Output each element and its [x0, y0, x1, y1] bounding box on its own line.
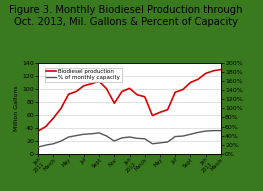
- Y-axis label: Million Gallons: Million Gallons: [14, 86, 19, 131]
- Legend: Biodiesel production, % of monthly capacity: Biodiesel production, % of monthly capac…: [44, 68, 122, 82]
- Text: Figure 3. Monthly Biodiesel Production through
Oct. 2013, Mil. Gallons & Percent: Figure 3. Monthly Biodiesel Production t…: [9, 5, 243, 27]
